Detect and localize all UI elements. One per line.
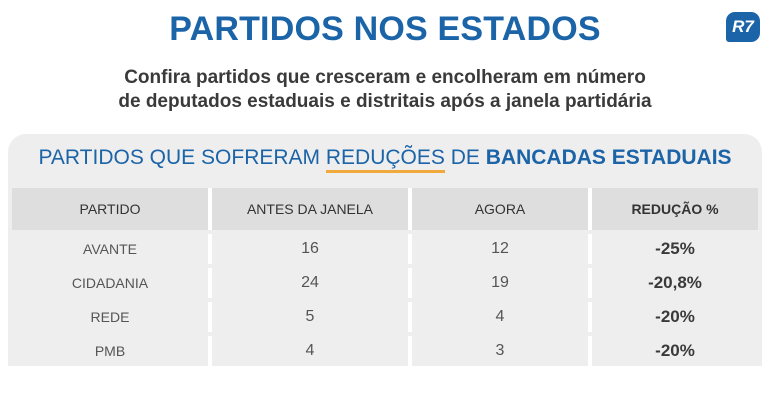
column-header-partido: PARTIDO	[12, 188, 212, 230]
table-panel	[8, 134, 762, 366]
r7-logo: R7	[726, 12, 760, 42]
heading-highlight: REDUÇÕES	[325, 146, 445, 173]
subtitle-line-2: de deputados estaduais e distritais após…	[118, 91, 652, 112]
cell-agora: 4	[412, 302, 592, 332]
heading-part-2: DE	[444, 146, 486, 169]
heading-bold: BANCADAS ESTADUAIS	[485, 146, 732, 169]
column-header-reducao: REDUÇÃO %	[592, 188, 758, 230]
cell-reducao: -20%	[655, 341, 695, 360]
reduction-table: PARTIDO ANTES DA JANELA AGORA REDUÇÃO % …	[12, 188, 758, 366]
cell-partido: PMB	[12, 336, 212, 366]
cell-reducao: -20%	[655, 307, 695, 326]
cell-agora: 19	[412, 268, 592, 298]
heading-part-1: PARTIDOS QUE SOFRERAM	[38, 146, 326, 169]
cell-antes: 16	[212, 234, 412, 264]
column-header-agora: AGORA	[412, 188, 592, 230]
cell-reducao: -25%	[655, 239, 695, 258]
cell-agora: 3	[412, 336, 592, 366]
cell-partido: REDE	[12, 302, 212, 332]
cell-antes: 5	[212, 302, 412, 332]
cell-partido: AVANTE	[12, 234, 212, 264]
cell-antes: 24	[212, 268, 412, 298]
cell-partido: CIDADANIA	[12, 268, 212, 298]
cell-reducao: -20,8%	[648, 273, 702, 292]
page-title: PARTIDOS NOS ESTADOS	[169, 10, 601, 48]
cell-agora: 12	[412, 234, 592, 264]
section-heading: PARTIDOS QUE SOFRERAM REDUÇÕES DE BANCAD…	[0, 146, 770, 173]
subtitle-line-1: Confira partidos que cresceram e encolhe…	[124, 67, 646, 88]
cell-antes: 4	[212, 336, 412, 366]
column-header-antes: ANTES DA JANELA	[212, 188, 412, 230]
subtitle: Confira partidos que cresceram e encolhe…	[0, 66, 770, 114]
